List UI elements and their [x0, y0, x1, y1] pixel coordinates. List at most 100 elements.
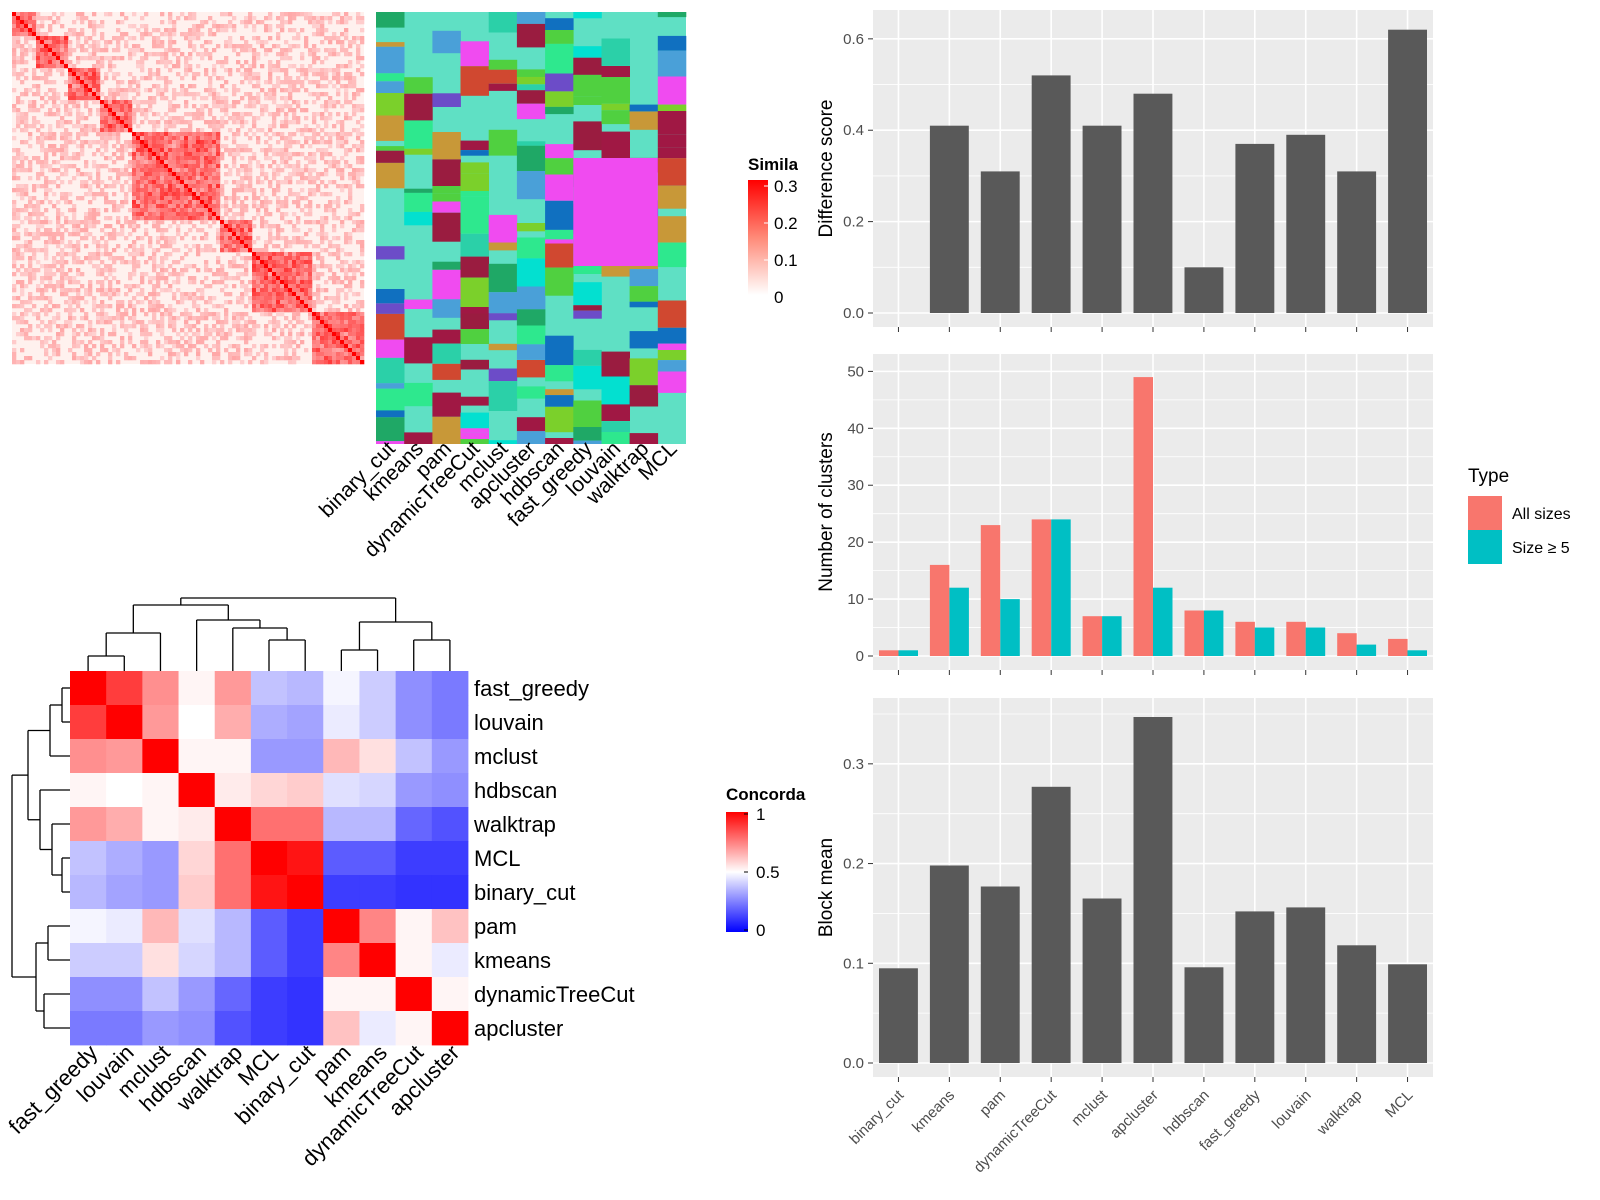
- similarity-cell: [180, 164, 185, 169]
- similarity-cell: [188, 196, 193, 201]
- similarity-cell: [292, 360, 297, 365]
- similarity-cell: [172, 344, 177, 349]
- similarity-cell: [160, 192, 165, 197]
- similarity-cell: [108, 112, 113, 117]
- concordance-legend-ticks: 10.50: [744, 805, 780, 940]
- similarity-cell: [128, 336, 133, 341]
- similarity-cell: [236, 248, 241, 253]
- similarity-cell: [172, 280, 177, 285]
- similarity-cell: [244, 244, 249, 249]
- similarity-cell: [352, 264, 357, 269]
- similarity-cell: [244, 236, 249, 241]
- similarity-cell: [208, 124, 213, 129]
- similarity-cell: [152, 296, 157, 301]
- similarity-cell: [224, 44, 229, 49]
- similarity-cell: [80, 340, 85, 345]
- similarity-cell: [276, 104, 281, 109]
- similarity-cell: [164, 280, 169, 285]
- similarity-cell: [132, 308, 137, 313]
- similarity-cell: [88, 324, 93, 329]
- similarity-cell: [160, 20, 165, 25]
- similarity-cell: [48, 324, 53, 329]
- similarity-cell: [260, 180, 265, 185]
- similarity-cell: [48, 180, 53, 185]
- similarity-cell: [224, 24, 229, 29]
- similarity-cell: [112, 100, 117, 105]
- similarity-cell: [152, 200, 157, 205]
- similarity-cell: [296, 356, 301, 361]
- similarity-cell: [80, 284, 85, 289]
- similarity-cell: [28, 100, 33, 105]
- similarity-cell: [148, 104, 153, 109]
- similarity-cell: [312, 340, 317, 345]
- similarity-cell: [212, 96, 217, 101]
- classification-segment: [516, 145, 546, 172]
- similarity-cell: [320, 344, 325, 349]
- similarity-cell: [284, 352, 289, 357]
- similarity-cell: [128, 52, 133, 57]
- similarity-cell: [352, 84, 357, 89]
- similarity-cell: [20, 168, 25, 173]
- similarity-cell: [160, 96, 165, 101]
- similarity-cell: [204, 300, 209, 305]
- similarity-cell: [208, 160, 213, 165]
- similarity-cell: [176, 140, 181, 145]
- similarity-cell: [344, 72, 349, 77]
- similarity-cell: [264, 172, 269, 177]
- similarity-cell: [44, 288, 49, 293]
- similarity-cell: [312, 360, 317, 365]
- similarity-cell: [116, 208, 121, 213]
- similarity-cell: [104, 164, 109, 169]
- similarity-cell: [156, 228, 161, 233]
- similarity-cell: [20, 152, 25, 157]
- similarity-cell: [352, 340, 357, 345]
- similarity-cell: [156, 160, 161, 165]
- similarity-cell: [224, 164, 229, 169]
- bar: [1203, 610, 1224, 656]
- similarity-cell: [208, 28, 213, 33]
- similarity-cell: [336, 328, 341, 333]
- similarity-cell: [224, 348, 229, 353]
- similarity-cell: [44, 188, 49, 193]
- similarity-cell: [96, 60, 101, 65]
- similarity-cell: [168, 288, 173, 293]
- similarity-cell: [56, 212, 61, 217]
- concordance-cell: [178, 977, 216, 1012]
- similarity-cell: [56, 240, 61, 245]
- similarity-cell: [288, 172, 293, 177]
- similarity-cell: [296, 140, 301, 145]
- similarity-cell: [16, 124, 21, 129]
- similarity-cell: [344, 152, 349, 157]
- similarity-cell: [40, 340, 45, 345]
- similarity-cell: [80, 152, 85, 157]
- similarity-cell: [104, 140, 109, 145]
- similarity-cell: [164, 140, 169, 145]
- similarity-cell: [76, 44, 81, 49]
- similarity-cell: [92, 240, 97, 245]
- similarity-cell: [196, 208, 201, 213]
- similarity-cell: [160, 332, 165, 337]
- similarity-cell: [240, 284, 245, 289]
- similarity-cell: [152, 140, 157, 145]
- similarity-cell: [248, 72, 253, 77]
- similarity-cell: [340, 136, 345, 141]
- similarity-cell: [260, 88, 265, 93]
- similarity-cell: [20, 320, 25, 325]
- similarity-cell: [340, 120, 345, 125]
- similarity-cell: [336, 320, 341, 325]
- similarity-cell: [340, 248, 345, 253]
- similarity-cell: [96, 132, 101, 137]
- similarity-cell: [100, 272, 105, 277]
- similarity-cell: [172, 184, 177, 189]
- similarity-cell: [92, 20, 97, 25]
- similarity-cell: [320, 248, 325, 253]
- classification-segment: [573, 282, 602, 306]
- similarity-cell: [140, 168, 145, 173]
- similarity-cell: [284, 68, 289, 73]
- similarity-cell: [52, 40, 57, 45]
- similarity-cell: [60, 64, 65, 69]
- similarity-cell: [284, 268, 289, 273]
- similarity-cell: [244, 44, 249, 49]
- similarity-cell: [20, 44, 25, 49]
